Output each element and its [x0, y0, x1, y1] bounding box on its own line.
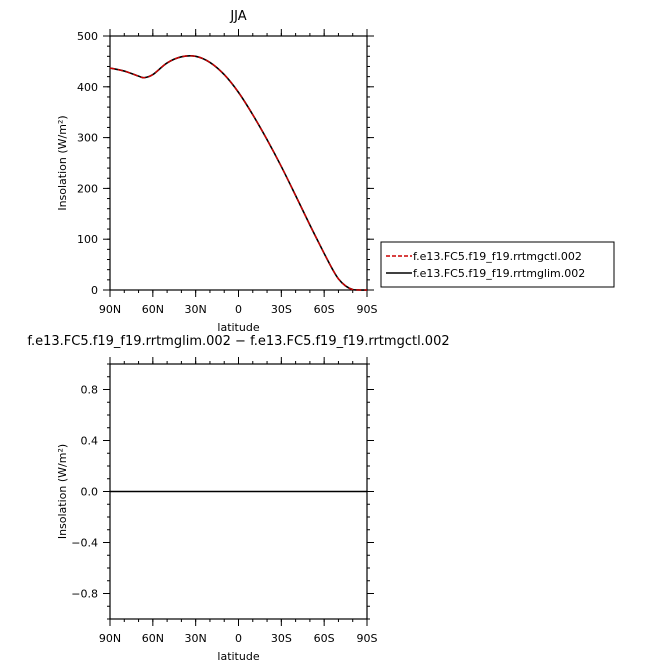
legend-box: [380, 241, 615, 288]
y-axis-label: Insolation (W/m²): [56, 115, 69, 210]
y-tick-label: 0.0: [81, 486, 99, 499]
chart-title: JJA: [229, 9, 246, 24]
y-tick-label: 0.4: [81, 435, 99, 448]
series-line: [109, 54, 368, 291]
x-axis-label: latitude: [217, 321, 259, 334]
bottom-panel: f.e13.FC5.f19_f19.rrtmglim.002 − f.e13.F…: [27, 334, 449, 663]
y-tick-label: 0.8: [81, 384, 99, 397]
x-tick-label: 30S: [271, 303, 292, 316]
x-tick-label: 60N: [142, 303, 164, 316]
x-tick-label: 30N: [185, 632, 207, 645]
plot-frame: [109, 35, 368, 291]
y-tick-label: 0: [91, 284, 98, 297]
x-tick-label: 0: [235, 632, 242, 645]
series-line: [109, 55, 368, 291]
y-tick-label: −0.4: [71, 537, 98, 550]
x-tick-label: 90S: [357, 632, 378, 645]
legend-label: f.e13.FC5.f19_f19.rrtmglim.002: [413, 267, 585, 280]
legend-label: f.e13.FC5.f19_f19.rrtmgctl.002: [413, 250, 582, 263]
legend: f.e13.FC5.f19_f19.rrtmgctl.002 f.e13.FC5.…: [380, 241, 615, 288]
y-tick-label: 200: [77, 182, 98, 195]
x-axis-label: latitude: [217, 650, 259, 663]
x-tick-label: 60N: [142, 632, 164, 645]
x-tick-label: 30N: [185, 303, 207, 316]
y-tick-label: −0.8: [71, 588, 98, 601]
x-tick-label: 60S: [314, 632, 335, 645]
x-tick-label: 90N: [99, 303, 121, 316]
x-tick-label: 0: [235, 303, 242, 316]
y-tick-label: 100: [77, 233, 98, 246]
y-axis-label: Insolation (W/m²): [56, 444, 69, 539]
x-tick-label: 90N: [99, 632, 121, 645]
x-tick-label: 60S: [314, 303, 335, 316]
top-panel: JJA 90N 60N 30N 0 30S 60S 90S 0 100 200 300 400 500 la…: [56, 9, 378, 334]
x-tick-label: 90S: [357, 303, 378, 316]
y-tick-label: 400: [77, 81, 98, 94]
chart-title: f.e13.FC5.f19_f19.rrtmglim.002 − f.e13.F…: [27, 334, 449, 349]
y-tick-label: 300: [77, 132, 98, 145]
y-tick-label: 500: [77, 30, 98, 43]
x-tick-label: 30S: [271, 632, 292, 645]
